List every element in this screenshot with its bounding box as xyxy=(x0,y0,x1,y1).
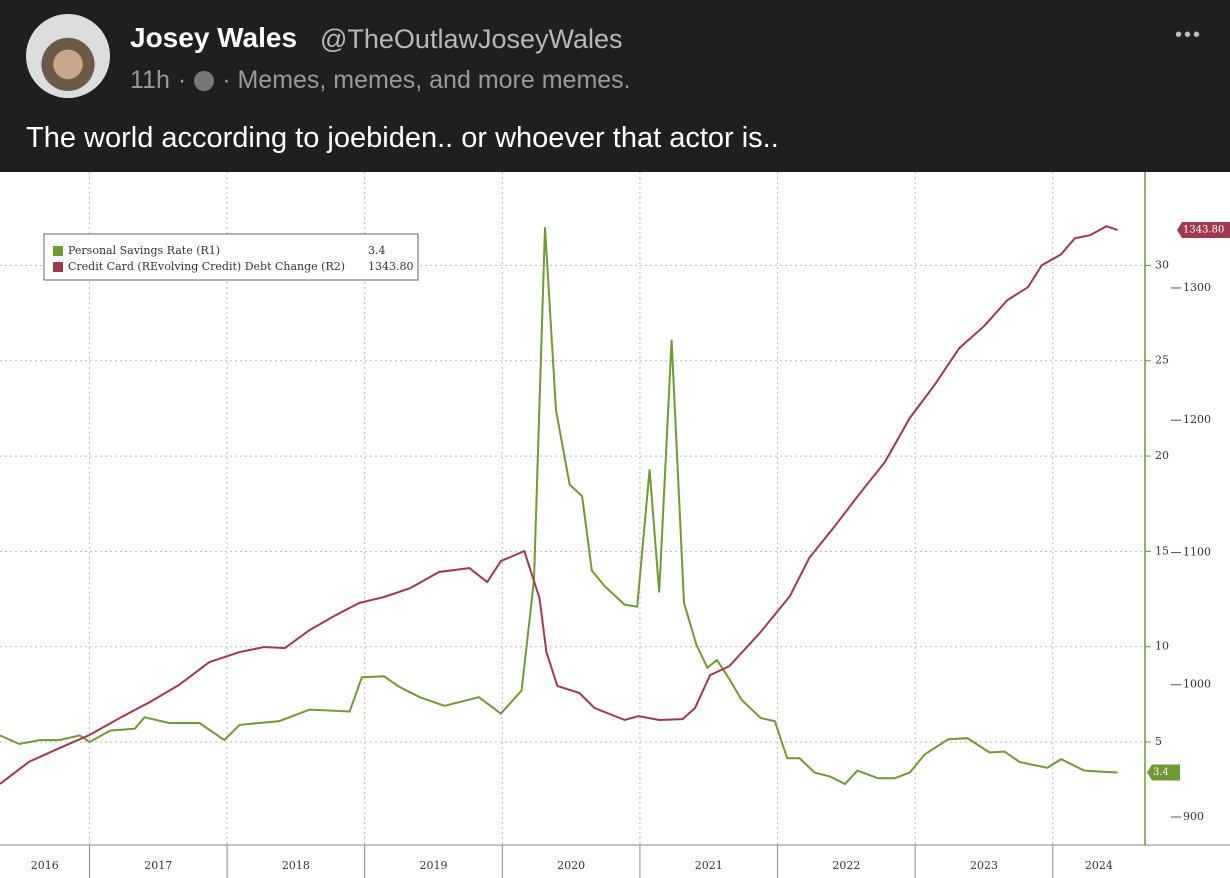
legend-label: Credit Card (REvolving Credit) Debt Chan… xyxy=(68,260,345,273)
handle[interactable]: @TheOutlawJoseyWales xyxy=(320,24,623,54)
avatar[interactable] xyxy=(26,14,110,98)
x-tick-label: 2018 xyxy=(282,859,310,872)
y-tick-label: 10 xyxy=(1155,640,1169,653)
y2-tick-label: 1100 xyxy=(1183,545,1211,558)
x-tick-label: 2023 xyxy=(970,859,998,872)
series-line xyxy=(0,225,1118,785)
globe-icon xyxy=(194,71,215,91)
y2-tick-label: 1200 xyxy=(1183,413,1211,426)
last-value-label: 3.4 xyxy=(1153,767,1169,778)
last-value-label: 1343.80 xyxy=(1183,225,1224,236)
group[interactable]: · Memes, memes, and more memes. xyxy=(222,66,631,94)
x-tick-label: 2024 xyxy=(1085,859,1113,872)
legend-value: 3.4 xyxy=(368,244,386,257)
y2-tick-label: 1300 xyxy=(1183,281,1211,294)
y-tick-label: 15 xyxy=(1155,544,1169,557)
x-tick-label: 2020 xyxy=(557,859,585,872)
y-tick-label: 25 xyxy=(1155,354,1169,367)
post-text: The world according to joebiden.. or who… xyxy=(26,122,779,154)
legend: Personal Savings Rate (R1) 3.4 Credit Card… xyxy=(43,233,419,281)
author[interactable]: Josey Wales xyxy=(130,22,298,53)
x-tick-label: 2019 xyxy=(420,859,448,872)
x-tick-label: 2017 xyxy=(144,859,172,872)
menu[interactable]: ••• xyxy=(1174,24,1202,46)
x-tick-label: 2016 xyxy=(31,859,59,872)
post-meta: 11h · · Memes, memes, and more memes. xyxy=(130,66,639,95)
chart: 2016 2017 2018 2019 2020 2021 2022 2023 2024 5 10 1… xyxy=(0,172,1230,878)
post-header: Josey Wales @TheOutlawJoseyWales 11h · · M… xyxy=(0,0,1230,170)
series-line xyxy=(0,227,1118,786)
y-tick-label: 5 xyxy=(1155,735,1162,748)
x-tick-label: 2022 xyxy=(832,859,860,872)
legend-label: Personal Savings Rate (R1) xyxy=(68,244,220,257)
legend-box xyxy=(43,233,419,281)
y2-tick-label: 1000 xyxy=(1183,678,1211,691)
last-value-tag xyxy=(1177,222,1230,239)
y2-tick-label: 900 xyxy=(1183,810,1204,823)
legend-value: 1343.80 xyxy=(368,260,414,273)
x-tick-label: 2021 xyxy=(695,859,723,872)
y-tick-label: 30 xyxy=(1155,258,1169,271)
last-value-tag xyxy=(1147,764,1180,781)
y-tick-label: 20 xyxy=(1155,449,1169,462)
separator: · xyxy=(177,66,187,94)
legend-swatch xyxy=(53,246,63,256)
time[interactable]: 11h xyxy=(130,66,170,94)
legend-swatch xyxy=(53,262,63,272)
